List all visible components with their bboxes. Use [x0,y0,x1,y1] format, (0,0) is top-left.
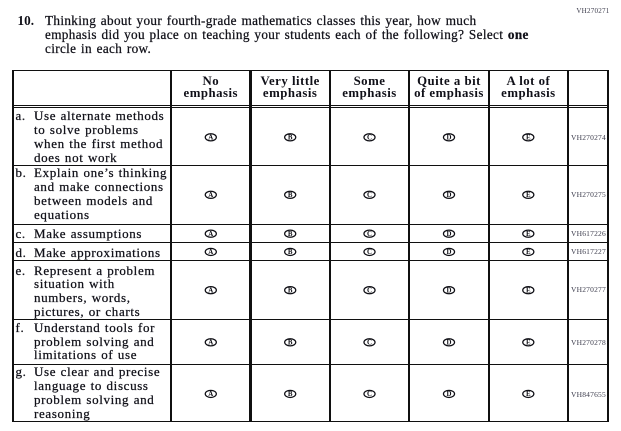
svg-text:E: E [526,135,531,142]
svg-text:D: D [447,340,452,347]
svg-text:E: E [526,391,531,398]
svg-text:E: E [526,249,531,256]
svg-text:A: A [208,287,213,294]
svg-text:C: C [367,287,372,294]
svg-text:D: D [447,287,452,294]
svg-text:A: A [208,391,213,398]
svg-text:B: B [288,135,293,142]
svg-text:E: E [526,340,531,347]
svg-text:B: B [288,340,293,347]
svg-text:C: C [367,135,372,142]
svg-text:E: E [526,287,531,294]
svg-text:B: B [288,231,293,238]
svg-text:A: A [208,192,213,199]
svg-text:A: A [208,249,213,256]
svg-text:B: B [288,287,293,294]
svg-text:C: C [367,231,372,238]
svg-text:D: D [447,231,452,238]
svg-text:B: B [288,391,293,398]
svg-text:C: C [367,391,372,398]
svg-text:C: C [367,192,372,199]
svg-text:E: E [526,231,531,238]
svg-text:A: A [208,135,213,142]
svg-text:D: D [447,249,452,256]
svg-text:A: A [208,340,213,347]
svg-text:B: B [288,249,293,256]
svg-text:B: B [288,192,293,199]
svg-text:D: D [447,192,452,199]
svg-text:C: C [367,340,372,347]
svg-text:E: E [526,192,531,199]
svg-text:A: A [208,231,213,238]
svg-text:D: D [447,391,452,398]
svg-text:C: C [367,249,372,256]
svg-text:D: D [447,135,452,142]
